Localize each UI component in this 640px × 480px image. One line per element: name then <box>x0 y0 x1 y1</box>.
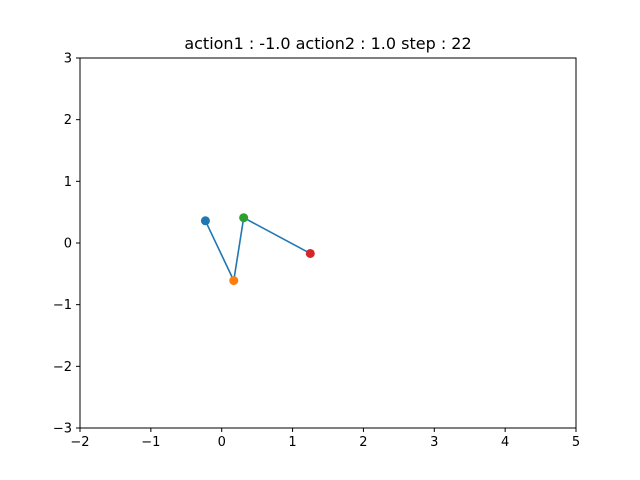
x-tick-label: 2 <box>359 435 367 450</box>
x-tick-label: −1 <box>141 435 160 450</box>
x-tick-label: 5 <box>572 435 580 450</box>
y-tick-label: 3 <box>64 52 72 67</box>
plot-data <box>200 213 315 286</box>
chart-title: action1 : -1.0 action2 : 1.0 step : 22 <box>184 34 471 53</box>
data-point <box>239 213 249 223</box>
series-line <box>204 216 311 282</box>
data-point <box>229 276 239 286</box>
data-point <box>200 216 210 226</box>
y-tick-label: −1 <box>53 298 72 313</box>
axes-frame <box>79 57 577 429</box>
x-tick-label: 3 <box>430 435 438 450</box>
data-point <box>305 248 315 258</box>
y-tick-label: 1 <box>64 175 72 190</box>
x-tick-label: −2 <box>70 435 89 450</box>
x-tick-label: 4 <box>501 435 509 450</box>
y-tick-label: 2 <box>64 113 72 128</box>
y-tick-label: −2 <box>53 360 72 375</box>
y-tick-label: 0 <box>64 237 72 252</box>
y-tick-label: −3 <box>53 422 72 437</box>
x-tick-label: 1 <box>288 435 296 450</box>
x-tick-label: 0 <box>218 435 226 450</box>
